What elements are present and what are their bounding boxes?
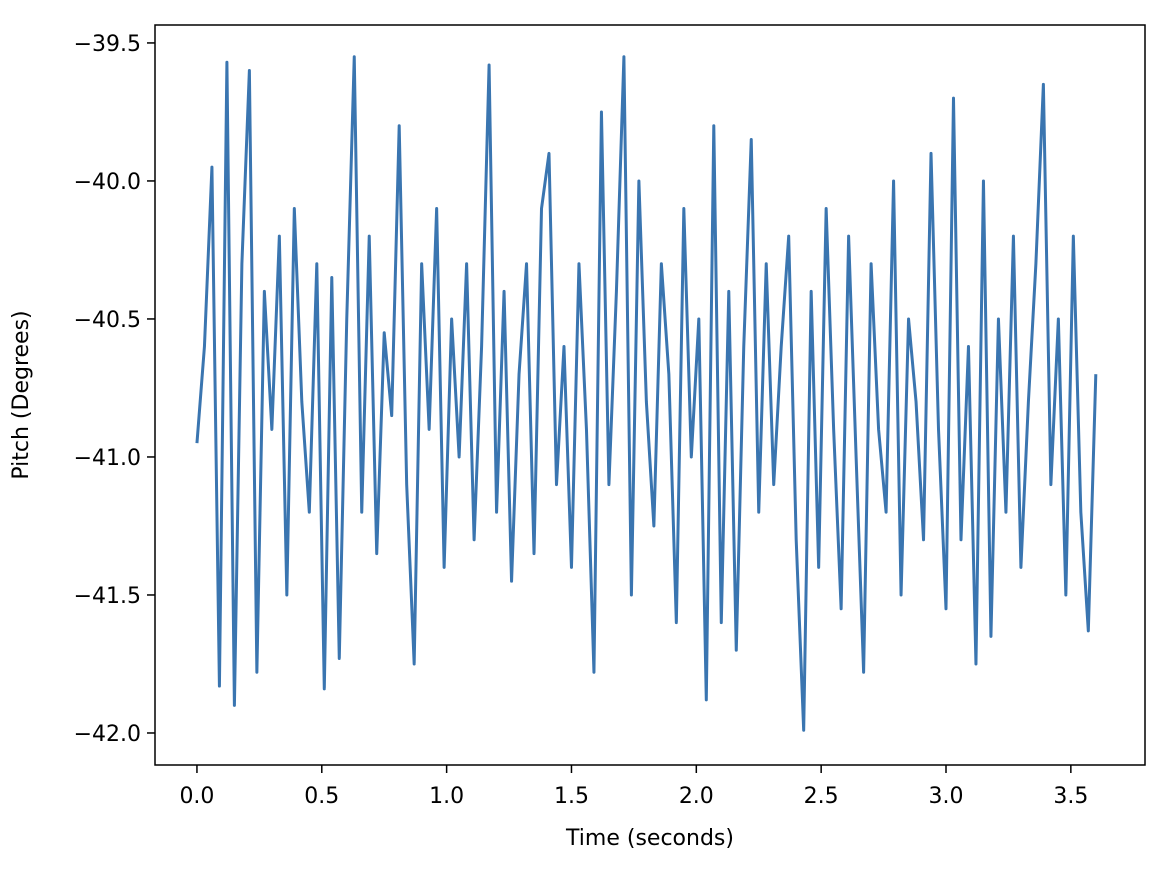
y-tick-label: −40.0 [74,170,141,195]
y-tick-label: −40.5 [74,308,141,333]
x-tick-label: 0.5 [304,784,339,809]
plot-frame [154,24,1146,766]
x-tick-label: 2.5 [804,784,839,809]
x-tick-label: 3.0 [929,784,964,809]
x-tick-label: 1.0 [429,784,464,809]
data-line [195,55,1098,732]
y-tick-label: −41.0 [74,446,141,471]
y-tick-label: −39.5 [74,32,141,57]
y-tick-label: −41.5 [74,584,141,609]
x-tick-label: 0.0 [179,784,214,809]
x-tick-label: 3.5 [1053,784,1088,809]
y-axis-label: Pitch (Degrees) [9,310,34,479]
x-tick-label: 2.0 [679,784,714,809]
y-tick-label: −42.0 [74,722,141,747]
x-axis-label: Time (seconds) [565,826,734,851]
x-tick-label: 1.5 [554,784,589,809]
